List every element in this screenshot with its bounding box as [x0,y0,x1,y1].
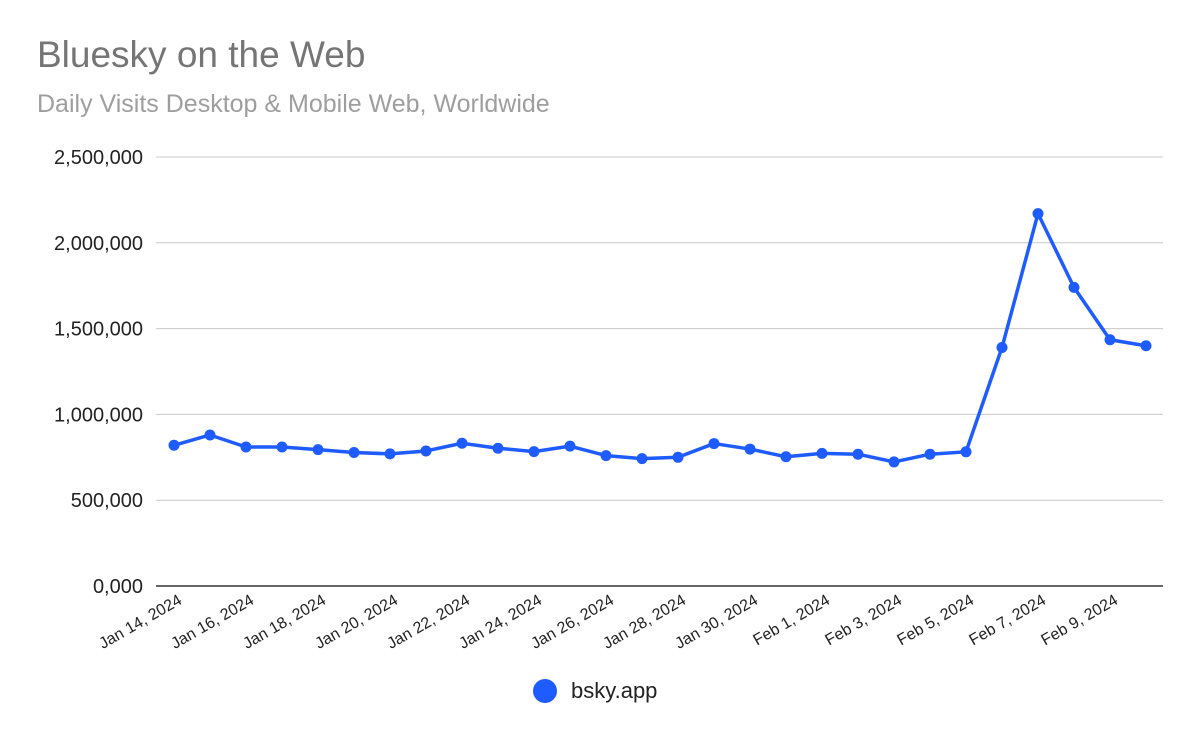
x-tick-label: Feb 1, 2024 [751,592,834,649]
data-point [672,451,684,463]
data-point [168,439,180,451]
data-point [888,456,900,468]
y-tick-label: 1,000,000 [54,404,143,426]
data-point [384,448,396,460]
data-point [924,448,936,460]
data-point [708,438,720,450]
data-point [852,448,864,460]
data-point [528,446,540,458]
data-point [240,441,252,453]
y-tick-label: 2,000,000 [54,233,143,255]
series-line [172,211,1148,464]
data-point [564,440,576,452]
data-point [1032,208,1044,220]
y-tick-label: 1,500,000 [54,319,143,341]
data-point [744,443,756,455]
data-point [1104,334,1116,346]
series-bsky-app [168,208,1152,468]
data-point [780,451,792,463]
x-tick-label: Feb 3, 2024 [823,592,906,649]
data-point [996,341,1008,353]
legend: bsky.app [533,678,657,704]
x-tick-label: Feb 5, 2024 [895,592,978,649]
data-point [960,446,972,458]
data-point [276,441,288,453]
legend-swatch [533,679,557,703]
y-tick-label: 0,000 [93,576,143,598]
gridlines [156,156,1163,587]
data-point [312,444,324,456]
y-tick-label: 2,500,000 [54,147,143,169]
data-point [204,429,216,441]
data-point [1068,281,1080,293]
data-point [420,445,432,457]
y-tick-label: 500,000 [71,490,143,512]
x-tick-label: Feb 7, 2024 [967,592,1050,649]
data-point [816,447,828,459]
chart-title: Bluesky on the Web [37,34,366,75]
y-axis-tick-labels: 0,000 500,000 1,000,000 1,500,000 2,000,000 2… [54,147,143,598]
data-point [348,446,360,458]
data-point [636,453,648,465]
data-point [492,442,504,454]
chart-subtitle: Daily Visits Desktop & Mobile Web, World… [37,90,550,118]
legend-label: bsky.app [571,678,658,703]
data-point [456,437,468,449]
data-point [1140,340,1152,352]
data-point [600,450,612,462]
x-tick-label: Feb 9, 2024 [1039,592,1122,649]
